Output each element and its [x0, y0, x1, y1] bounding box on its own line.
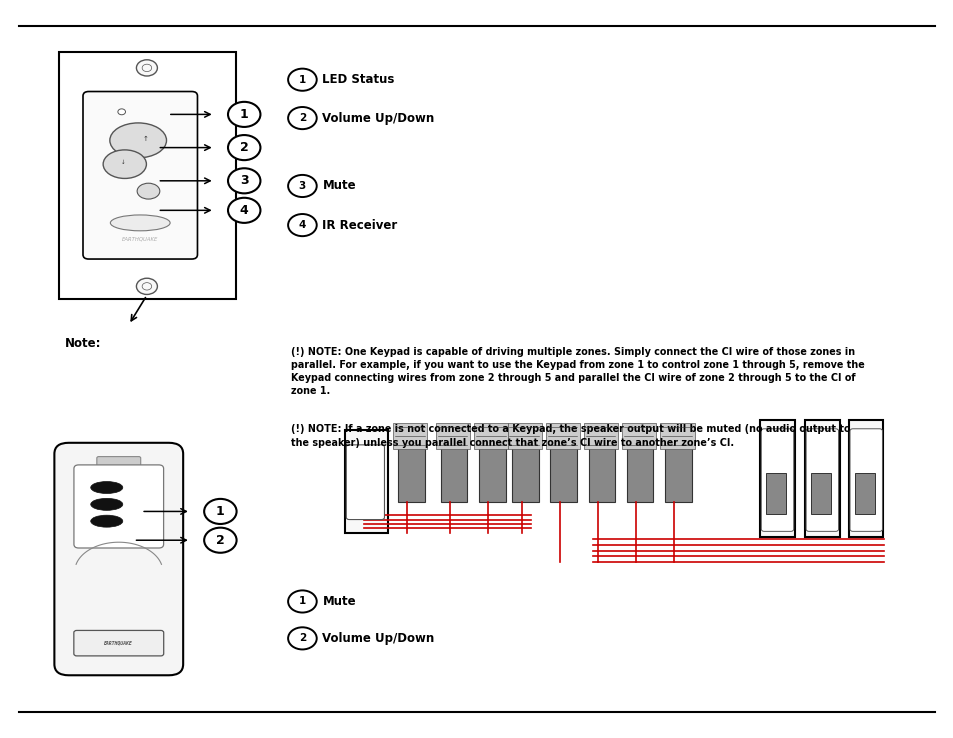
Bar: [664, 445, 691, 502]
FancyBboxPatch shape: [73, 465, 163, 548]
Bar: [474, 423, 508, 449]
Bar: [397, 445, 424, 502]
Bar: [848, 420, 882, 537]
Circle shape: [288, 590, 316, 613]
Text: 2: 2: [298, 633, 306, 644]
Bar: [588, 445, 615, 502]
Circle shape: [204, 528, 236, 553]
Text: 1: 1: [239, 108, 249, 121]
FancyBboxPatch shape: [805, 429, 838, 531]
Circle shape: [228, 135, 260, 160]
Ellipse shape: [103, 150, 146, 179]
Bar: [512, 445, 538, 502]
Text: IR Receiver: IR Receiver: [322, 218, 397, 232]
FancyBboxPatch shape: [54, 443, 183, 675]
Ellipse shape: [137, 183, 160, 199]
Text: Mute: Mute: [322, 595, 355, 608]
Text: Note:: Note:: [65, 337, 101, 351]
Bar: [478, 445, 505, 502]
FancyBboxPatch shape: [346, 445, 384, 520]
FancyBboxPatch shape: [97, 457, 141, 468]
Bar: [810, 473, 830, 514]
Text: 2: 2: [239, 141, 249, 154]
Bar: [583, 423, 618, 449]
Bar: [440, 445, 467, 502]
Circle shape: [142, 283, 152, 290]
Circle shape: [136, 60, 157, 76]
Bar: [659, 423, 694, 449]
Bar: [804, 420, 839, 537]
Circle shape: [118, 109, 126, 114]
Bar: [854, 473, 874, 514]
Circle shape: [228, 168, 260, 193]
Text: 3: 3: [239, 174, 249, 187]
Circle shape: [136, 278, 157, 294]
Text: EARTHQUAKE: EARTHQUAKE: [104, 641, 133, 646]
Circle shape: [228, 198, 260, 223]
Text: 1: 1: [298, 596, 306, 607]
Text: 4: 4: [298, 220, 306, 230]
Circle shape: [204, 499, 236, 524]
Ellipse shape: [91, 498, 123, 511]
FancyBboxPatch shape: [849, 429, 882, 531]
FancyBboxPatch shape: [83, 92, 197, 259]
FancyBboxPatch shape: [760, 429, 793, 531]
Bar: [765, 473, 785, 514]
Bar: [550, 445, 577, 502]
FancyBboxPatch shape: [73, 630, 164, 656]
Text: ↓: ↓: [120, 160, 125, 165]
Text: 2: 2: [298, 113, 306, 123]
Text: EARTHQUAKE: EARTHQUAKE: [122, 236, 158, 241]
Text: Volume Up/Down: Volume Up/Down: [322, 632, 435, 645]
Text: Volume Up/Down: Volume Up/Down: [322, 111, 435, 125]
Text: 3: 3: [298, 181, 306, 191]
Ellipse shape: [91, 481, 123, 494]
Text: 4: 4: [239, 204, 249, 217]
Bar: [507, 423, 541, 449]
Text: 2: 2: [215, 534, 225, 547]
Bar: [760, 420, 794, 537]
Text: (!) NOTE: One Keypad is capable of driving multiple zones. Simply connect the CI: (!) NOTE: One Keypad is capable of drivi…: [291, 347, 863, 396]
Text: 1: 1: [215, 505, 225, 518]
Text: LED Status: LED Status: [322, 73, 395, 86]
Bar: [545, 423, 579, 449]
Bar: [626, 445, 653, 502]
Ellipse shape: [110, 123, 167, 158]
Bar: [621, 423, 656, 449]
Circle shape: [288, 107, 316, 129]
Circle shape: [288, 175, 316, 197]
Bar: [59, 52, 235, 299]
Circle shape: [288, 214, 316, 236]
Text: 1: 1: [298, 75, 306, 85]
Circle shape: [288, 627, 316, 649]
Text: (!) NOTE: If a zone is not connected to a Keypad, the speaker output will be mut: (!) NOTE: If a zone is not connected to …: [291, 424, 849, 447]
Text: Mute: Mute: [322, 179, 355, 193]
Circle shape: [288, 69, 316, 91]
Ellipse shape: [91, 515, 123, 527]
Bar: [393, 423, 427, 449]
Circle shape: [142, 64, 152, 72]
Bar: [436, 423, 470, 449]
Text: ↑: ↑: [142, 136, 148, 142]
Ellipse shape: [111, 215, 170, 231]
Bar: [345, 430, 388, 533]
Circle shape: [228, 102, 260, 127]
